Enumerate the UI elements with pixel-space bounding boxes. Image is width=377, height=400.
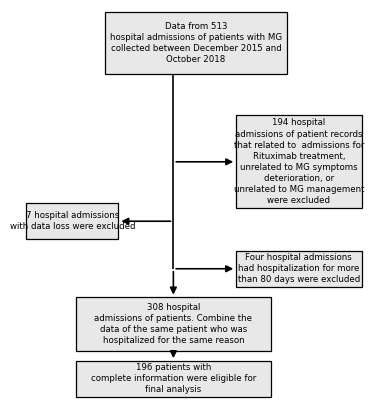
Text: 7 hospital admissions
with data loss were excluded: 7 hospital admissions with data loss wer… (9, 211, 135, 231)
Text: Data from 513
hospital admissions of patients with MG
collected between December: Data from 513 hospital admissions of pat… (110, 22, 282, 64)
FancyBboxPatch shape (76, 361, 271, 397)
Text: Four hospital admissions
had hospitalization for more
than 80 days were excluded: Four hospital admissions had hospitaliza… (238, 253, 360, 284)
FancyBboxPatch shape (106, 12, 287, 74)
FancyBboxPatch shape (236, 251, 362, 286)
FancyBboxPatch shape (26, 203, 118, 239)
FancyBboxPatch shape (236, 115, 362, 208)
Text: 194 hospital
admissions of patient records
that related to  admissions for
Ritux: 194 hospital admissions of patient recor… (234, 118, 364, 205)
FancyBboxPatch shape (76, 298, 271, 351)
Text: 196 patients with
complete information were eligible for
final analysis: 196 patients with complete information w… (91, 363, 256, 394)
Text: 308 hospital
admissions of patients. Combine the
data of the same patient who wa: 308 hospital admissions of patients. Com… (94, 303, 252, 345)
